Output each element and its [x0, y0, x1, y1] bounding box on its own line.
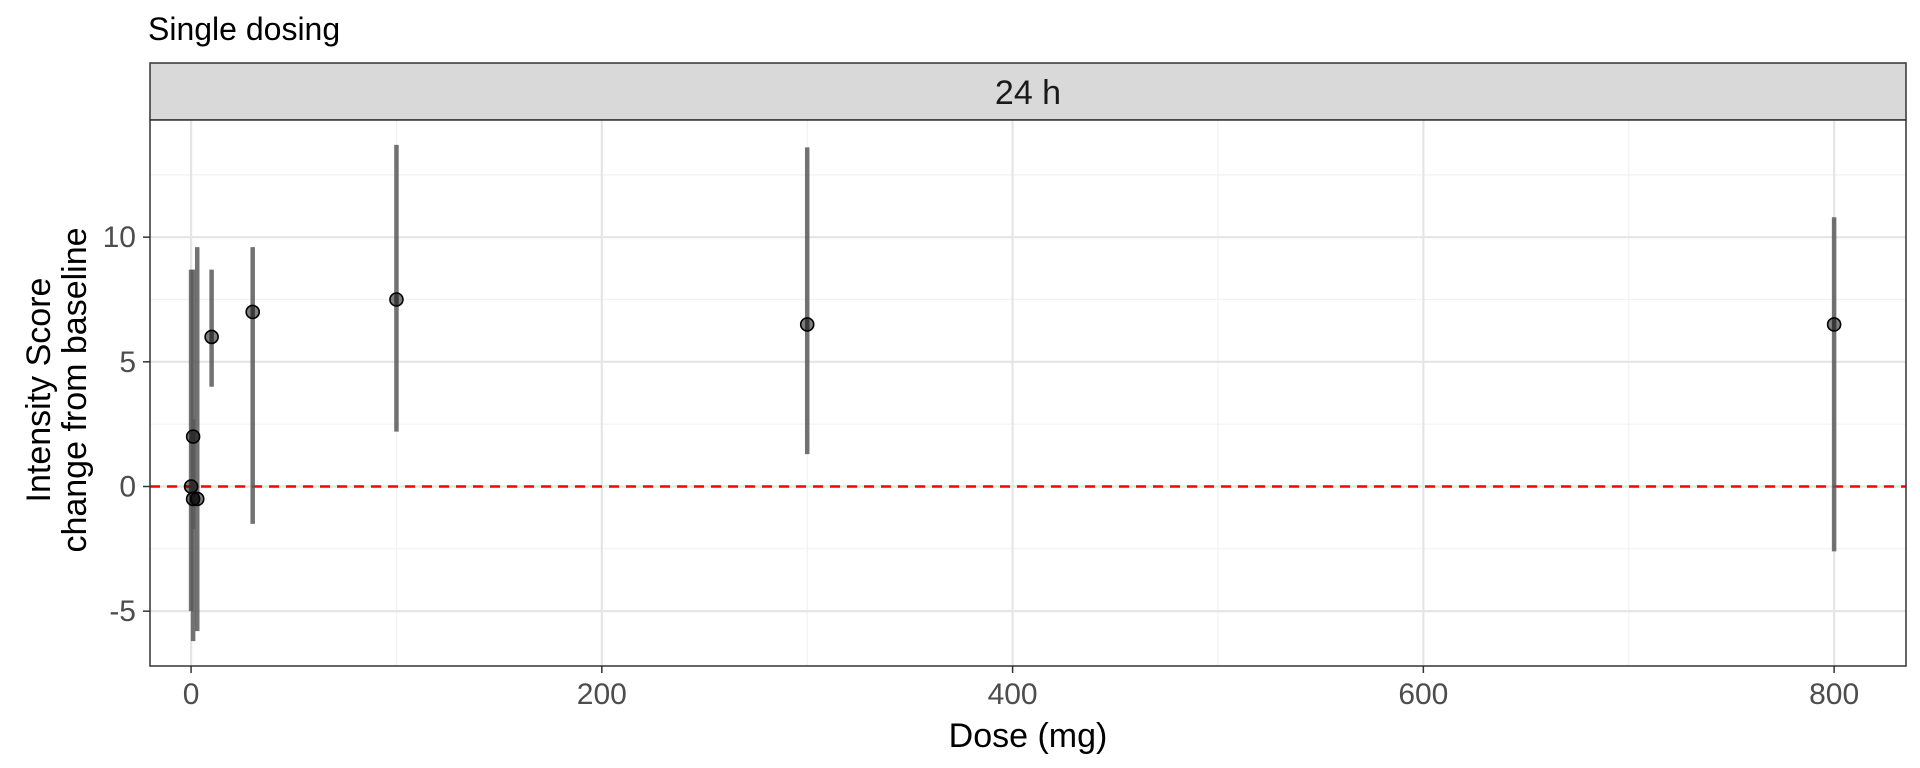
panel-background [150, 120, 1906, 666]
y-axis-title: Intensity Score change from baseline [20, 227, 94, 552]
y-axis-title-line-2: change from baseline [56, 227, 94, 552]
facet-label: 24 h [995, 74, 1061, 112]
data-point [389, 292, 404, 307]
data-point [189, 491, 205, 507]
x-tick-label: 0 [183, 678, 200, 711]
data-point [185, 429, 201, 444]
data-point [245, 304, 260, 320]
data-point [183, 479, 199, 494]
x-tick-label: 600 [1398, 678, 1448, 711]
data-point [1826, 317, 1842, 332]
error-bars [188, 144, 1837, 642]
x-tick-label: 400 [988, 678, 1038, 711]
y-tick-label: 10 [103, 221, 136, 254]
facet-strip-background [149, 62, 1907, 121]
x-axis-title: Dose (mg) [949, 717, 1108, 755]
panel-border [149, 119, 1907, 667]
chart-title: Single dosing [148, 11, 340, 47]
facet-strip: 24 h [149, 62, 1907, 121]
data-point [204, 329, 219, 345]
y-tick-label: 0 [119, 470, 136, 503]
y-axis: -5 0 5 10 [103, 221, 150, 628]
x-tick-label: 800 [1809, 678, 1859, 711]
data-point [799, 317, 815, 332]
x-axis: 0 200 400 600 800 [183, 666, 1859, 711]
y-tick-label: 5 [119, 346, 136, 379]
data-points [183, 292, 1842, 507]
y-tick-label: -5 [109, 595, 136, 628]
y-axis-title-line-1: Intensity Score [20, 278, 58, 503]
x-tick-label: 200 [577, 678, 627, 711]
